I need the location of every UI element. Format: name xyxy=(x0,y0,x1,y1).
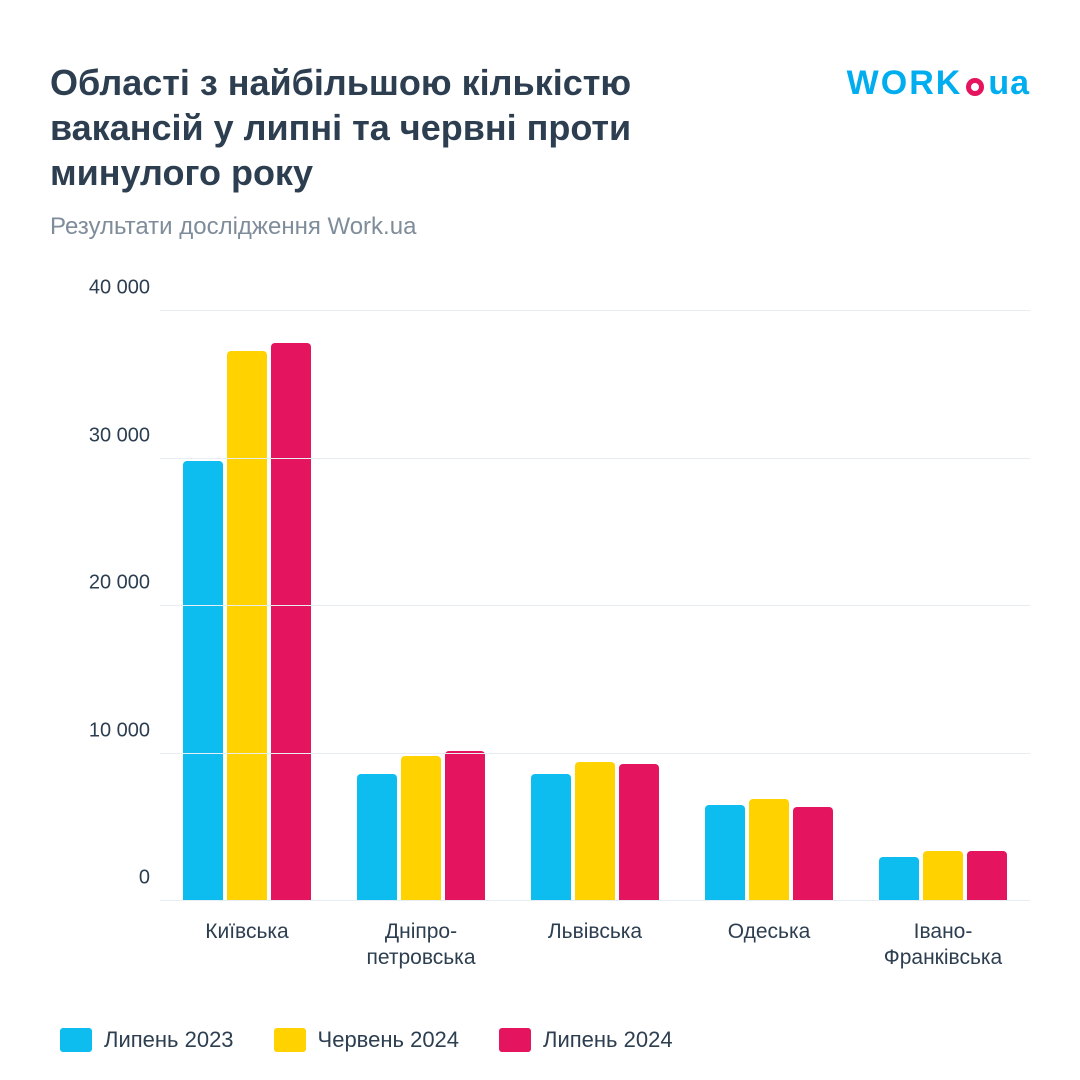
x-axis-labels: Київська Дніпро-петровська Львівська Одеськ… xyxy=(160,919,1030,972)
logo: WORK ua xyxy=(847,64,1030,103)
legend: Липень 2023 Червень 2024 Липень 2024 xyxy=(60,1027,1030,1053)
logo-dot-icon xyxy=(966,78,984,96)
gridline xyxy=(160,753,1030,754)
bar-groups xyxy=(160,311,1030,901)
header: Області з найбільшою кількістю вакансій … xyxy=(50,60,1030,195)
x-tick-label: Івано-Франківська xyxy=(863,919,1023,972)
chart: 010 00020 00030 00040 000 xyxy=(60,281,1030,901)
bar xyxy=(183,461,223,901)
legend-item: Липень 2024 xyxy=(499,1027,673,1053)
bar xyxy=(575,762,615,901)
legend-label: Липень 2024 xyxy=(543,1027,673,1053)
legend-swatch xyxy=(499,1028,531,1052)
y-tick-label: 10 000 xyxy=(89,719,150,742)
bar xyxy=(227,351,267,901)
chart-subtitle: Результати дослідження Work.ua xyxy=(50,213,1030,241)
x-tick-label: Дніпро-петровська xyxy=(341,919,501,972)
bar xyxy=(879,857,919,901)
logo-work-text: WORK xyxy=(847,64,963,103)
legend-label: Липень 2023 xyxy=(104,1027,234,1053)
y-tick-label: 0 xyxy=(139,867,150,890)
x-tick-label: Львівська xyxy=(515,919,675,972)
bar xyxy=(271,343,311,901)
chart-title: Області з найбільшою кількістю вакансій … xyxy=(50,60,770,195)
bar xyxy=(705,805,745,901)
bar xyxy=(923,851,963,901)
bar-group xyxy=(167,343,327,901)
bar xyxy=(793,807,833,901)
bar-group xyxy=(515,762,675,901)
y-tick-label: 40 000 xyxy=(89,277,150,300)
plot-area xyxy=(160,311,1030,901)
bar-group xyxy=(863,851,1023,901)
bar-group xyxy=(341,751,501,901)
gridline xyxy=(160,458,1030,459)
y-tick-label: 30 000 xyxy=(89,424,150,447)
bar xyxy=(619,764,659,901)
legend-swatch xyxy=(274,1028,306,1052)
logo-ua-text: ua xyxy=(988,64,1030,103)
bar xyxy=(749,799,789,901)
bar xyxy=(445,751,485,901)
y-axis: 010 00020 00030 00040 000 xyxy=(60,281,150,901)
legend-swatch xyxy=(60,1028,92,1052)
bar xyxy=(531,774,571,901)
legend-item: Липень 2023 xyxy=(60,1027,234,1053)
x-tick-label: Київська xyxy=(167,919,327,972)
bar xyxy=(967,851,1007,901)
bar xyxy=(401,756,441,901)
gridline xyxy=(160,605,1030,606)
legend-label: Червень 2024 xyxy=(318,1027,459,1053)
bar-group xyxy=(689,799,849,901)
bar xyxy=(357,774,397,901)
y-tick-label: 20 000 xyxy=(89,572,150,595)
legend-item: Червень 2024 xyxy=(274,1027,459,1053)
x-tick-label: Одеська xyxy=(689,919,849,972)
gridline xyxy=(160,900,1030,901)
gridline xyxy=(160,310,1030,311)
